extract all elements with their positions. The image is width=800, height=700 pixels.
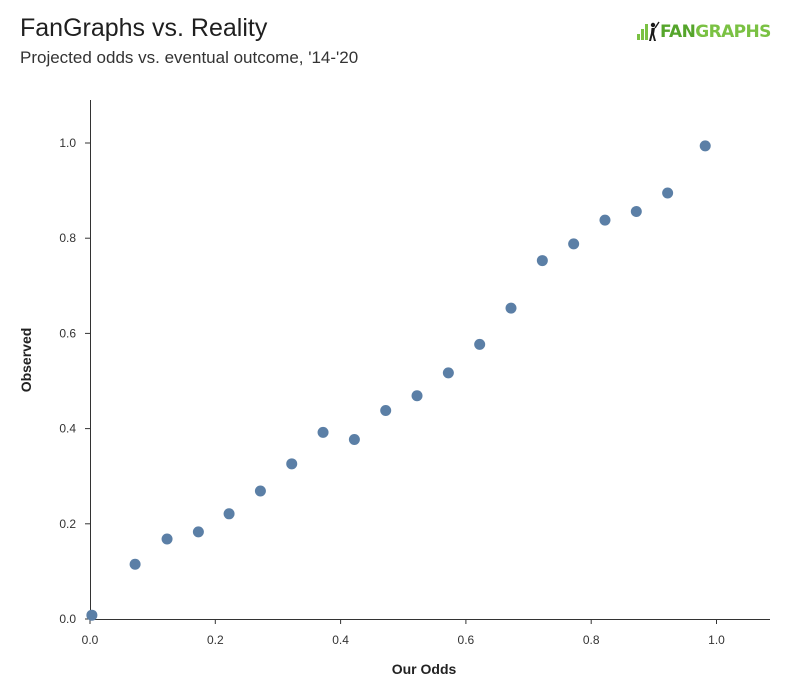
data-point[interactable] — [662, 187, 674, 199]
logo-wordmark: FANGRAPHS — [660, 21, 771, 42]
x-tick-label: 1.0 — [708, 633, 725, 647]
data-point[interactable] — [411, 390, 423, 402]
x-tick-label: 0.0 — [82, 633, 99, 647]
data-point[interactable] — [86, 609, 98, 621]
y-tick-label: 0.2 — [59, 517, 76, 531]
fangraphs-batter-logo-icon — [637, 21, 660, 41]
x-tick-label: 0.4 — [332, 633, 349, 647]
y-axis-title: Observed — [18, 328, 34, 393]
y-tick-label: 0.6 — [59, 326, 76, 340]
data-points — [86, 140, 711, 621]
data-point[interactable] — [699, 140, 711, 152]
y-tick-label: 0.4 — [59, 422, 76, 436]
x-tick-label: 0.8 — [583, 633, 600, 647]
data-point[interactable] — [442, 367, 454, 379]
data-point[interactable] — [129, 558, 141, 570]
data-point[interactable] — [568, 238, 580, 250]
data-point[interactable] — [223, 508, 235, 520]
chart-title: FanGraphs vs. Reality — [20, 14, 268, 42]
data-point[interactable] — [380, 405, 392, 417]
logo-text-fan: FAN — [660, 21, 696, 42]
data-point[interactable] — [317, 426, 329, 438]
chart-axes — [85, 100, 770, 624]
chart-subtitle: Projected odds vs. eventual outcome, '14… — [20, 48, 359, 67]
x-tick-label: 0.2 — [207, 633, 224, 647]
y-tick-label: 1.0 — [59, 136, 76, 150]
y-tick-label: 0.0 — [59, 612, 76, 626]
data-point[interactable] — [161, 533, 173, 545]
x-axis-title: Our Odds — [392, 661, 457, 677]
fangraphs-logo: FANGRAPHS — [636, 20, 771, 44]
data-point[interactable] — [599, 214, 611, 226]
data-point[interactable] — [192, 526, 204, 538]
logo-text-graphs: GRAPHS — [695, 21, 771, 42]
data-point[interactable] — [630, 206, 642, 218]
data-point[interactable] — [474, 338, 486, 350]
tick-labels: 0.0 0.2 0.4 0.6 0.8 1.0 0.0 0.2 0.4 0.6 0.8 1.0 — [59, 136, 725, 647]
y-tick-label: 0.8 — [59, 231, 76, 245]
data-point[interactable] — [254, 485, 266, 497]
x-tick-label: 0.6 — [458, 633, 475, 647]
data-point[interactable] — [348, 434, 360, 446]
data-point[interactable] — [505, 302, 517, 314]
data-point[interactable] — [536, 255, 548, 267]
data-point[interactable] — [286, 458, 298, 470]
